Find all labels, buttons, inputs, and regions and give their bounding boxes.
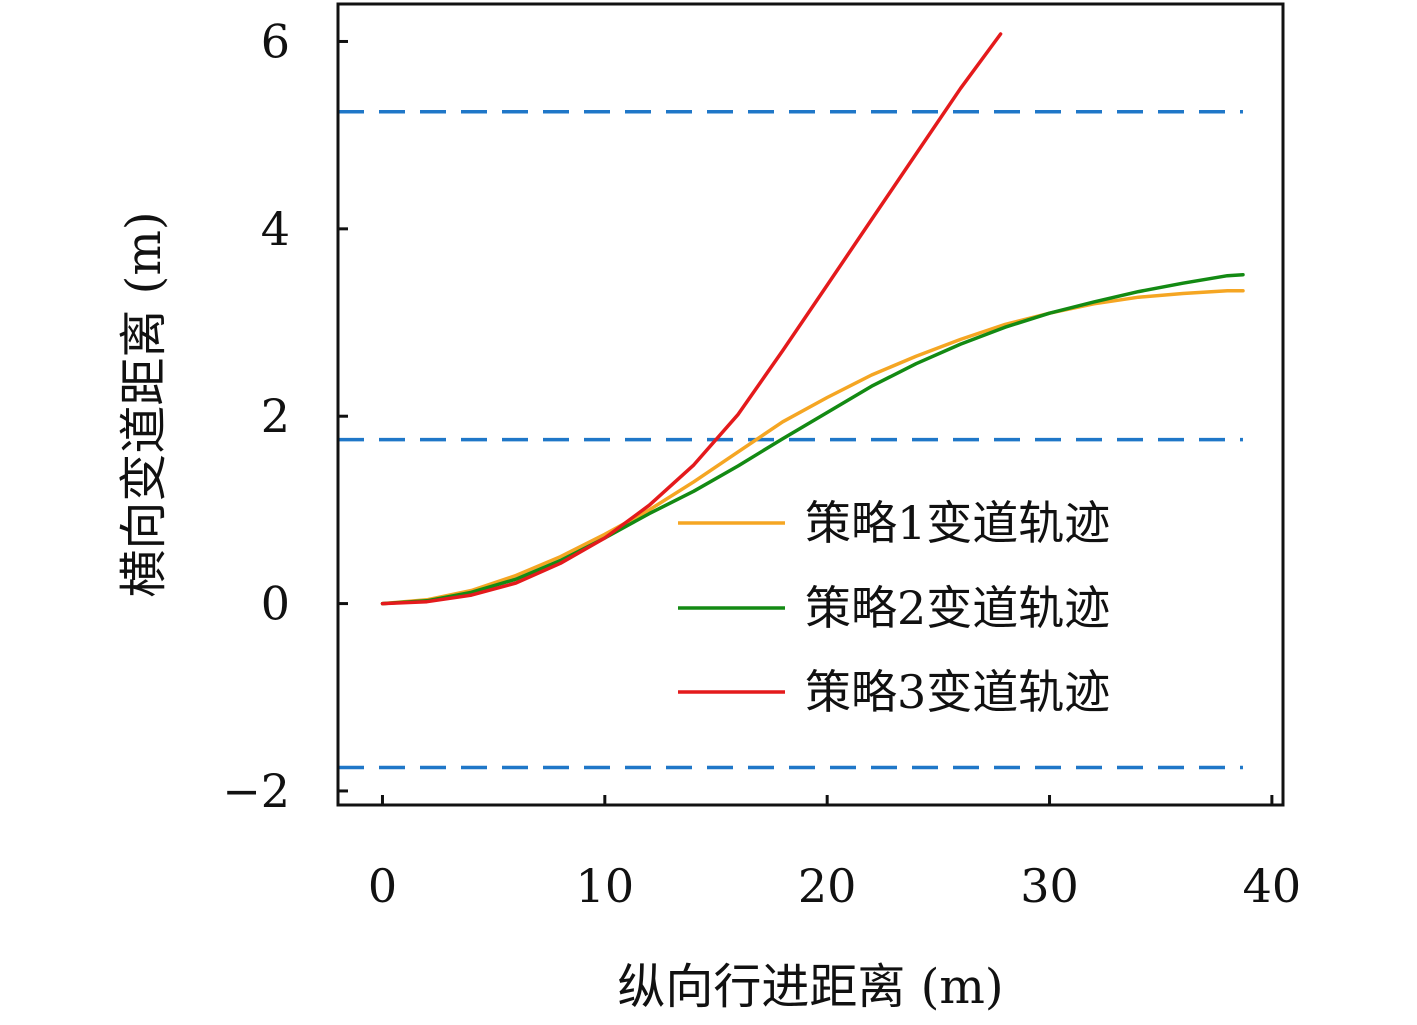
- x-tick-label: 20: [798, 859, 857, 913]
- x-tick-label: 0: [368, 859, 397, 913]
- x-axis-ticks: 0 10 20 30 40: [368, 795, 1301, 913]
- plot-frame: [336, 2, 1285, 807]
- lane-lines: [338, 109, 1243, 770]
- y-tick-label: −2: [222, 764, 290, 818]
- y-axis-ticks: −2 0 2 4 6: [222, 14, 348, 818]
- y-tick-label: 4: [261, 202, 290, 256]
- x-tick-label: 40: [1243, 859, 1302, 913]
- x-axis-label: 纵向行进距离 (m): [617, 959, 1003, 1015]
- y-tick-label: 2: [261, 389, 290, 443]
- y-axis-label: 横向变道距离 (m): [116, 211, 172, 597]
- legend-label-1: 策略1变道轨迹: [805, 496, 1110, 550]
- x-tick-label: 30: [1020, 859, 1079, 913]
- series-line-2: [380, 272, 1245, 606]
- y-tick-label: 6: [261, 14, 290, 68]
- x-tick-label: 10: [576, 859, 635, 913]
- legend-label-2: 策略2变道轨迹: [805, 581, 1110, 635]
- series-line-3: [380, 32, 1003, 606]
- series-line-1: [380, 288, 1245, 606]
- series-lines: [380, 32, 1245, 606]
- legend-label-3: 策略3变道轨迹: [805, 665, 1110, 719]
- y-tick-label: 0: [261, 577, 290, 631]
